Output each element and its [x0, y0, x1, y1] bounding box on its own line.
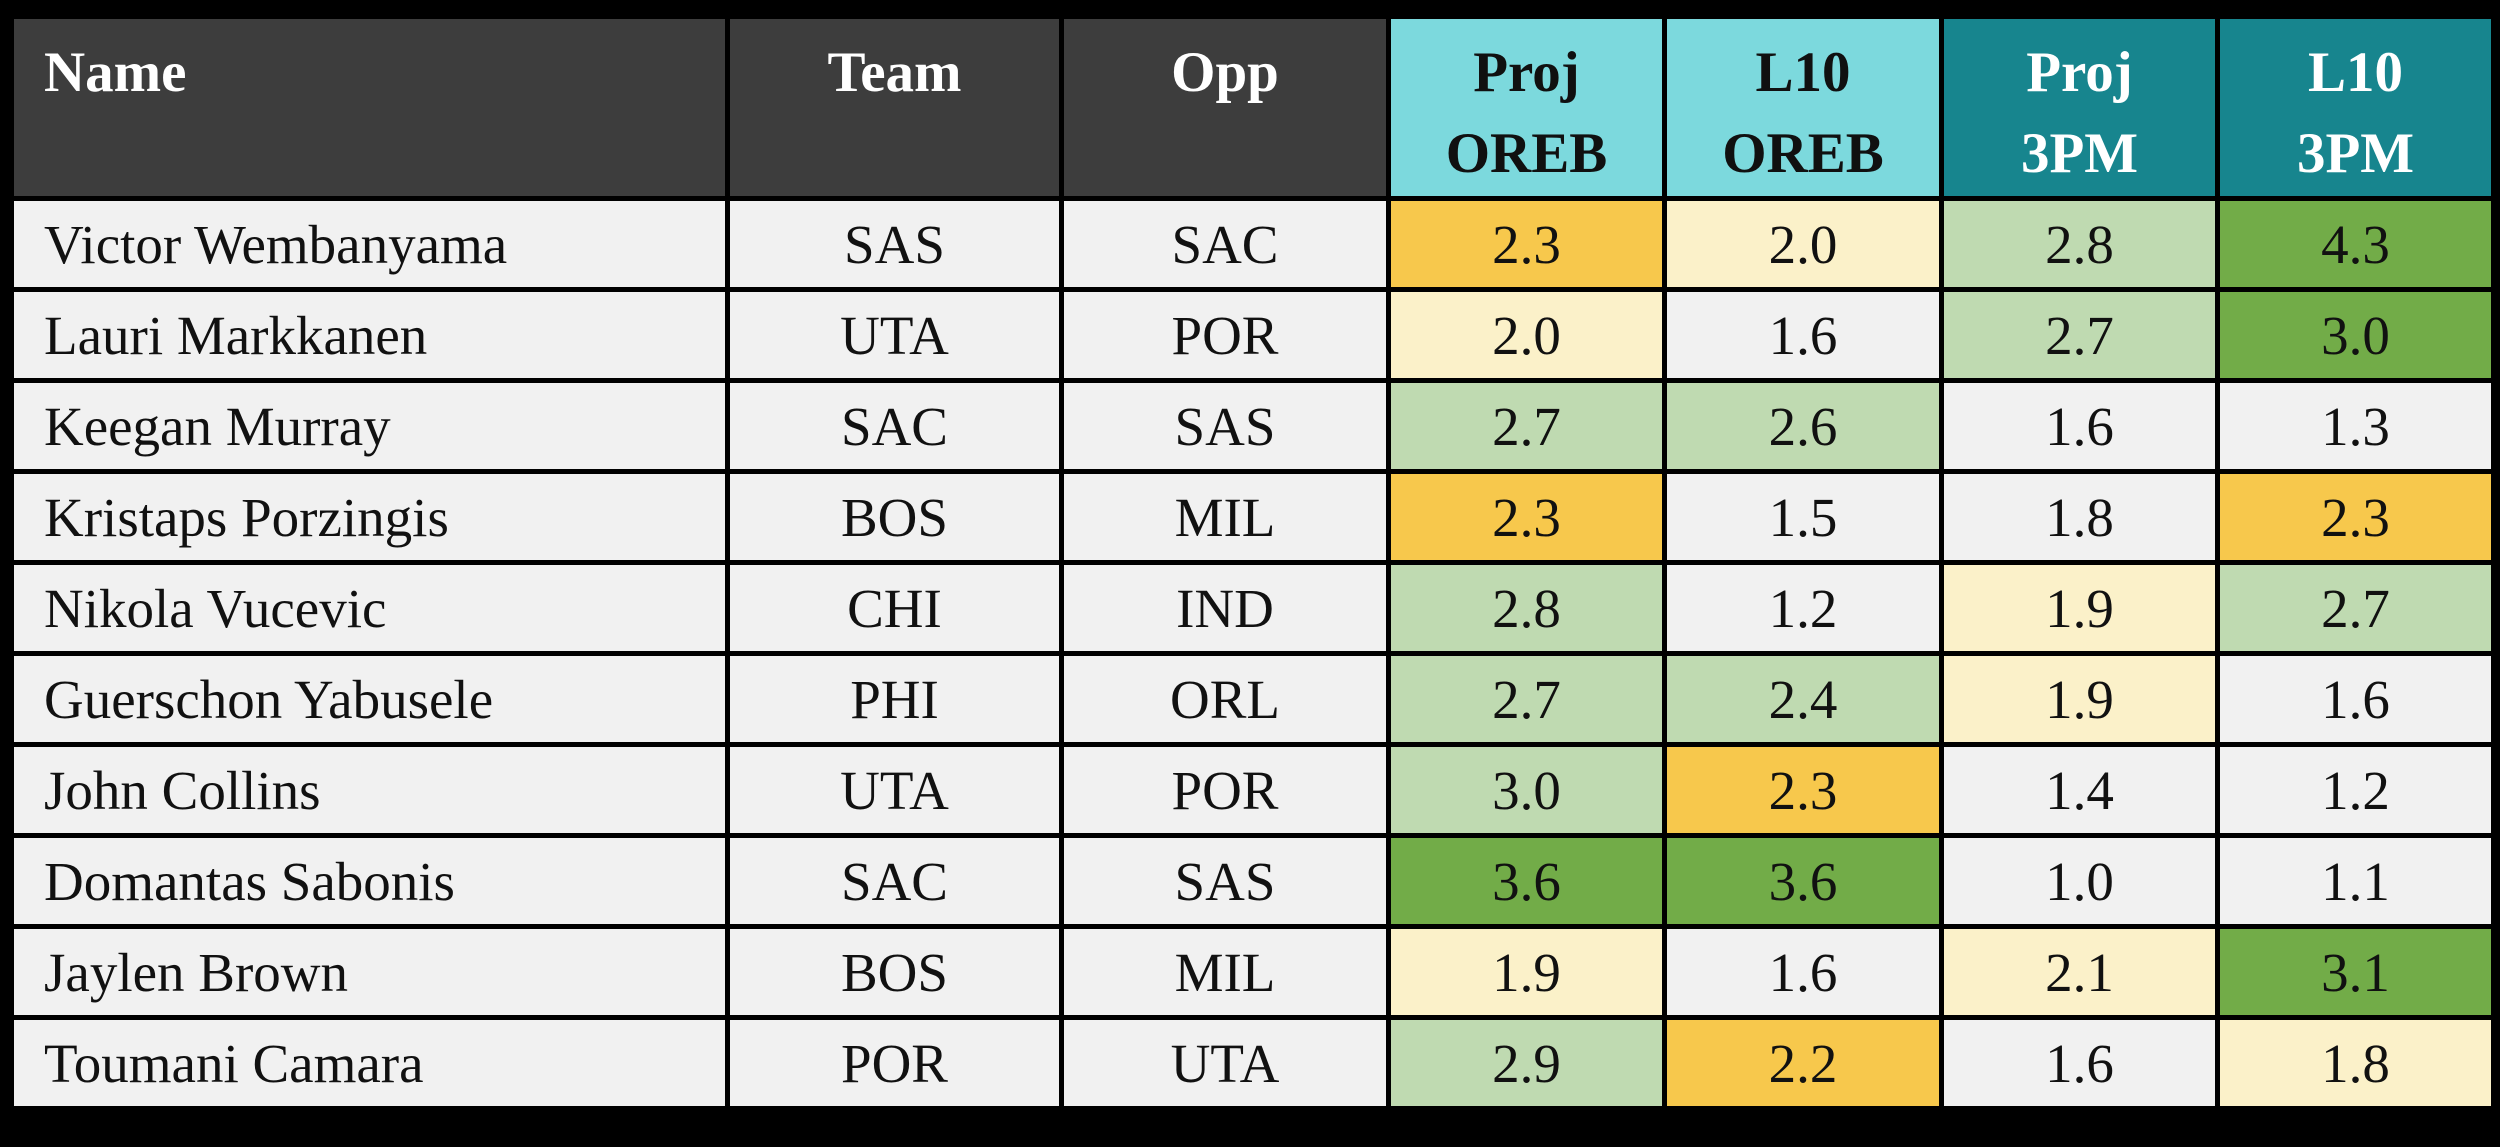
cell-proj-3pm: 1.0: [1939, 833, 2220, 929]
cell-player-name: Nikola Vucevic: [9, 560, 730, 656]
cell-l10-oreb: 1.6: [1662, 924, 1944, 1020]
cell-proj-oreb: 2.3: [1386, 469, 1667, 565]
cell-proj-oreb: 3.6: [1386, 833, 1667, 929]
cell-opp: MIL: [1059, 924, 1391, 1020]
cell-team: UTA: [725, 287, 1064, 383]
cell-player-name: Toumani Camara: [9, 1015, 730, 1111]
cell-player-name: Domantas Sabonis: [9, 833, 730, 929]
cell-l10-3pm: 2.7: [2215, 560, 2496, 656]
cell-team: PHI: [725, 651, 1064, 747]
header-row: Name Team Opp Proj OREB L10 OREB Proj 3P…: [9, 14, 2496, 201]
cell-l10-oreb: 1.5: [1662, 469, 1944, 565]
cell-player-name: Keegan Murray: [9, 378, 730, 474]
cell-l10-3pm: 3.1: [2215, 924, 2496, 1020]
column-header-l10-oreb: L10 OREB: [1662, 14, 1944, 201]
cell-player-name: Victor Wembanyama: [9, 196, 730, 292]
cell-team: CHI: [725, 560, 1064, 656]
cell-opp: POR: [1059, 287, 1391, 383]
column-header-proj-oreb: Proj OREB: [1386, 14, 1667, 201]
cell-opp: SAS: [1059, 378, 1391, 474]
cell-team: BOS: [725, 924, 1064, 1020]
cell-l10-oreb: 2.2: [1662, 1015, 1944, 1111]
column-header-team: Team: [725, 14, 1064, 201]
table-row: Domantas Sabonis SAC SAS 3.6 3.6 1.0 1.1: [9, 833, 2496, 929]
column-header-proj-3pm: Proj 3PM: [1939, 14, 2220, 201]
cell-player-name: Guerschon Yabusele: [9, 651, 730, 747]
cell-l10-oreb: 2.3: [1662, 742, 1944, 838]
cell-proj-3pm: 1.6: [1939, 378, 2220, 474]
cell-opp: ORL: [1059, 651, 1391, 747]
cell-proj-oreb: 2.7: [1386, 378, 1667, 474]
cell-proj-3pm: 2.8: [1939, 196, 2220, 292]
cell-l10-3pm: 1.1: [2215, 833, 2496, 929]
cell-proj-3pm: 2.7: [1939, 287, 2220, 383]
cell-team: POR: [725, 1015, 1064, 1111]
column-header-name: Name: [9, 14, 730, 201]
cell-team: SAS: [725, 196, 1064, 292]
cell-proj-oreb: 2.8: [1386, 560, 1667, 656]
cell-l10-oreb: 3.6: [1662, 833, 1944, 929]
cell-team: SAC: [725, 833, 1064, 929]
cell-opp: UTA: [1059, 1015, 1391, 1111]
cell-player-name: John Collins: [9, 742, 730, 838]
table-row: Keegan Murray SAC SAS 2.7 2.6 1.6 1.3: [9, 378, 2496, 474]
column-header-l10-3pm: L10 3PM: [2215, 14, 2496, 201]
cell-l10-3pm: 1.3: [2215, 378, 2496, 474]
table-row: Lauri Markkanen UTA POR 2.0 1.6 2.7 3.0: [9, 287, 2496, 383]
cell-l10-oreb: 2.0: [1662, 196, 1944, 292]
cell-player-name: Lauri Markkanen: [9, 287, 730, 383]
cell-l10-oreb: 1.6: [1662, 287, 1944, 383]
cell-l10-3pm: 1.6: [2215, 651, 2496, 747]
cell-opp: POR: [1059, 742, 1391, 838]
cell-proj-3pm: 1.9: [1939, 651, 2220, 747]
cell-proj-3pm: 1.8: [1939, 469, 2220, 565]
cell-l10-3pm: 1.8: [2215, 1015, 2496, 1111]
cell-proj-oreb: 2.7: [1386, 651, 1667, 747]
table-row: Jaylen Brown BOS MIL 1.9 1.6 2.1 3.1: [9, 924, 2496, 1020]
cell-proj-oreb: 3.0: [1386, 742, 1667, 838]
cell-l10-3pm: 3.0: [2215, 287, 2496, 383]
cell-team: UTA: [725, 742, 1064, 838]
column-header-opp: Opp: [1059, 14, 1391, 201]
cell-l10-3pm: 2.3: [2215, 469, 2496, 565]
table-row: Guerschon Yabusele PHI ORL 2.7 2.4 1.9 1…: [9, 651, 2496, 747]
cell-opp: SAC: [1059, 196, 1391, 292]
cell-player-name: Kristaps Porzingis: [9, 469, 730, 565]
cell-l10-oreb: 2.4: [1662, 651, 1944, 747]
cell-proj-3pm: 1.4: [1939, 742, 2220, 838]
cell-opp: MIL: [1059, 469, 1391, 565]
cell-player-name: Jaylen Brown: [9, 924, 730, 1020]
cell-team: BOS: [725, 469, 1064, 565]
cell-l10-oreb: 1.2: [1662, 560, 1944, 656]
cell-l10-3pm: 1.2: [2215, 742, 2496, 838]
table-row: Kristaps Porzingis BOS MIL 2.3 1.5 1.8 2…: [9, 469, 2496, 565]
cell-opp: SAS: [1059, 833, 1391, 929]
cell-proj-3pm: 1.9: [1939, 560, 2220, 656]
cell-proj-3pm: 1.6: [1939, 1015, 2220, 1111]
cell-proj-oreb: 2.9: [1386, 1015, 1667, 1111]
cell-opp: IND: [1059, 560, 1391, 656]
cell-team: SAC: [725, 378, 1064, 474]
table-row: Toumani Camara POR UTA 2.9 2.2 1.6 1.8: [9, 1015, 2496, 1111]
cell-proj-3pm: 2.1: [1939, 924, 2220, 1020]
cell-proj-oreb: 1.9: [1386, 924, 1667, 1020]
table-row: John Collins UTA POR 3.0 2.3 1.4 1.2: [9, 742, 2496, 838]
cell-l10-oreb: 2.6: [1662, 378, 1944, 474]
player-projections-table: Name Team Opp Proj OREB L10 OREB Proj 3P…: [9, 14, 2496, 1111]
cell-l10-3pm: 4.3: [2215, 196, 2496, 292]
table-row: Victor Wembanyama SAS SAC 2.3 2.0 2.8 4.…: [9, 196, 2496, 292]
table-row: Nikola Vucevic CHI IND 2.8 1.2 1.9 2.7: [9, 560, 2496, 656]
cell-proj-oreb: 2.3: [1386, 196, 1667, 292]
cell-proj-oreb: 2.0: [1386, 287, 1667, 383]
